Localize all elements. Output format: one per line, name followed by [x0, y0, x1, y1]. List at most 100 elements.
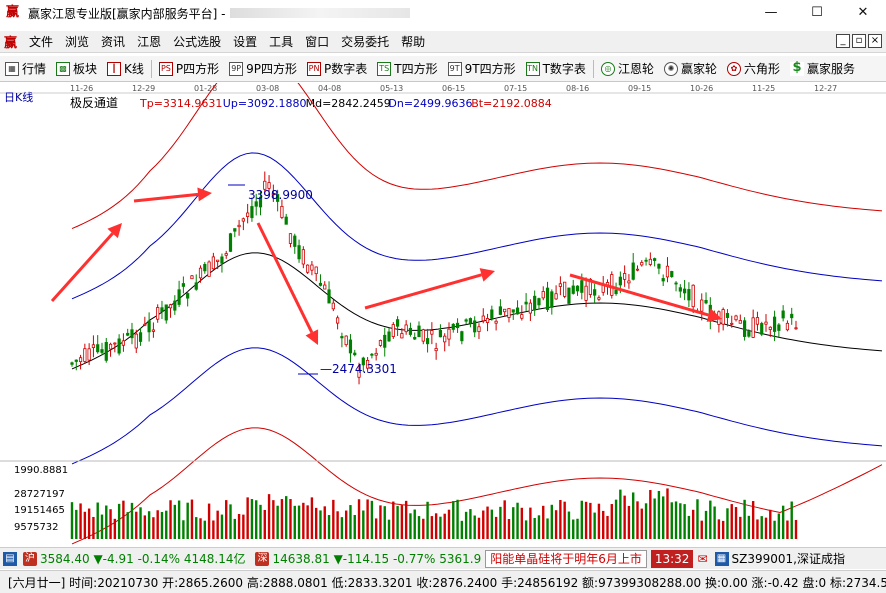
toolbar-sectors-button[interactable]: ▩ 板块	[51, 60, 102, 77]
clock: 13:32	[650, 549, 694, 568]
candle-body	[250, 206, 254, 219]
toolbar-hexagon-button[interactable]: ✿ 六角形	[722, 60, 785, 77]
volume-bar	[396, 506, 399, 539]
candle-body	[751, 317, 755, 338]
volume-bar	[726, 508, 729, 539]
volume-bar	[670, 502, 673, 539]
menu-browse[interactable]: 浏览	[65, 35, 90, 49]
toolbar-winner-wheel-button[interactable]: ✺ 赢家轮	[659, 60, 722, 77]
volume-bar	[314, 507, 318, 539]
volume-bar	[464, 511, 468, 539]
candle-body	[280, 205, 284, 218]
menu-formula[interactable]: 公式选股	[173, 35, 222, 49]
menu-trade[interactable]: 交易委托	[341, 35, 390, 49]
grid-icon[interactable]: ▦	[714, 551, 729, 566]
volume-bar	[516, 502, 519, 539]
candle-body	[640, 262, 644, 266]
news-ticker[interactable]: 阳能单晶硅将于明年6月上市	[485, 549, 647, 568]
volume-bar	[289, 499, 292, 539]
index2-value: 14638.81	[272, 551, 330, 566]
volume-bar	[644, 503, 648, 539]
candle-body	[301, 249, 305, 265]
candle-body	[772, 316, 777, 332]
candle-body	[186, 293, 190, 299]
volume-bar	[636, 501, 639, 539]
date-tick: 12-27	[814, 84, 837, 93]
volume-bar	[486, 506, 489, 539]
candle-body	[687, 289, 691, 301]
volume-axis-labels: 1990.8881 28727197 19151465 9575732	[14, 465, 68, 533]
chart-icon[interactable]: ▤	[3, 551, 17, 566]
current-code[interactable]: SZ399001,深证成指	[731, 552, 845, 566]
candle-body	[348, 339, 353, 354]
volume-bar	[207, 503, 211, 539]
menu-logo-icon[interactable]: 赢	[4, 36, 18, 51]
toolbar-t-table-button[interactable]: TN T数字表	[521, 60, 591, 77]
menu-gann[interactable]: 江恩	[137, 35, 162, 49]
candle-body	[417, 325, 421, 338]
volume-bar	[584, 501, 588, 539]
toolbar-service-button[interactable]: $ 赢家服务	[785, 60, 860, 77]
toolbar-kline-button[interactable]: ┃ K线	[102, 60, 149, 77]
toolbar: ▦ 行情 ▩ 板块 ┃ K线 PS P四方形 9P 9P四方形 PN P数字表 TS T四方形…	[0, 56, 886, 82]
toolbar-gann-wheel-button[interactable]: ◎ 江恩轮	[596, 60, 659, 77]
index2-pct: -0.77%	[392, 551, 436, 566]
menu-help[interactable]: 帮助	[401, 35, 426, 49]
menu-settings[interactable]: 设置	[233, 35, 258, 49]
volume-bar	[794, 519, 798, 539]
menu-window[interactable]: 窗口	[305, 35, 330, 49]
candle-body	[233, 228, 237, 232]
volume-bar	[713, 506, 716, 539]
volume-bar	[597, 503, 601, 539]
volume-bar	[610, 504, 613, 539]
candle-body	[297, 245, 301, 260]
candle-body	[747, 331, 751, 337]
volume-bar	[494, 516, 498, 539]
volume-bar	[319, 510, 322, 539]
candle-body	[391, 324, 395, 337]
menu-info[interactable]: 资讯	[101, 35, 126, 49]
indicator-value: Dn=2499.9636	[388, 97, 472, 110]
blocks-icon: ▩	[56, 61, 71, 76]
winner-wheel-icon: ✺	[663, 61, 678, 76]
toolbar-quotes-button[interactable]: ▦ 行情	[0, 60, 51, 77]
volume-bar	[739, 516, 742, 539]
volume-axis-label: 19151465	[14, 505, 65, 516]
candle-body	[374, 352, 378, 356]
mdi-restore-button[interactable]: ▫	[852, 34, 866, 48]
minimize-button[interactable]: —	[764, 5, 778, 20]
toolbar-t-square-button[interactable]: TS T四方形	[372, 60, 442, 77]
volume-bar	[477, 517, 481, 539]
maximize-button[interactable]: ☐	[811, 5, 823, 20]
volume-bar	[764, 517, 768, 539]
toolbar-9t-square-button[interactable]: 9T 9T四方形	[443, 60, 521, 77]
volume-bar	[674, 501, 678, 539]
volume-bar	[297, 505, 301, 539]
volume-bar	[443, 513, 446, 539]
candle-body	[263, 180, 267, 190]
toolbar-9p-square-button[interactable]: 9P 9P四方形	[224, 60, 302, 77]
menu-tools[interactable]: 工具	[269, 35, 294, 49]
volume-bar	[687, 515, 691, 539]
kline-chart-area[interactable]: 11-26 12-29 01-28 03-08 04-08 05-13 06-15 07-15…	[0, 83, 886, 545]
candle-body	[147, 320, 151, 333]
date-tick: 09-15	[628, 84, 651, 93]
toolbar-p-square-button[interactable]: PS P四方形	[154, 60, 224, 77]
candle-body	[91, 344, 96, 348]
candle-body	[370, 353, 374, 356]
volume-bar	[242, 514, 245, 539]
toolbar-p-table-button[interactable]: PN P数字表	[302, 60, 372, 77]
candle-body	[494, 320, 498, 324]
volume-bar	[160, 511, 164, 539]
kline-chart[interactable]: 11-26 12-29 01-28 03-08 04-08 05-13 06-15 07-15…	[0, 83, 886, 545]
index2-change: ▼-114.15	[333, 551, 390, 566]
candle-body	[541, 291, 545, 299]
date-tick: 05-13	[380, 84, 403, 93]
mdi-close-button[interactable]: ×	[868, 34, 882, 48]
candle-body	[785, 322, 790, 331]
mdi-minimize-button[interactable]: _	[836, 34, 850, 48]
close-button[interactable]: ✕	[857, 5, 869, 20]
menu-file[interactable]: 文件	[29, 35, 54, 49]
candle-body	[614, 289, 618, 295]
title-bar: 赢 赢家江恩专业版[赢家内部服务平台] - — ☐ ✕	[0, 0, 886, 26]
